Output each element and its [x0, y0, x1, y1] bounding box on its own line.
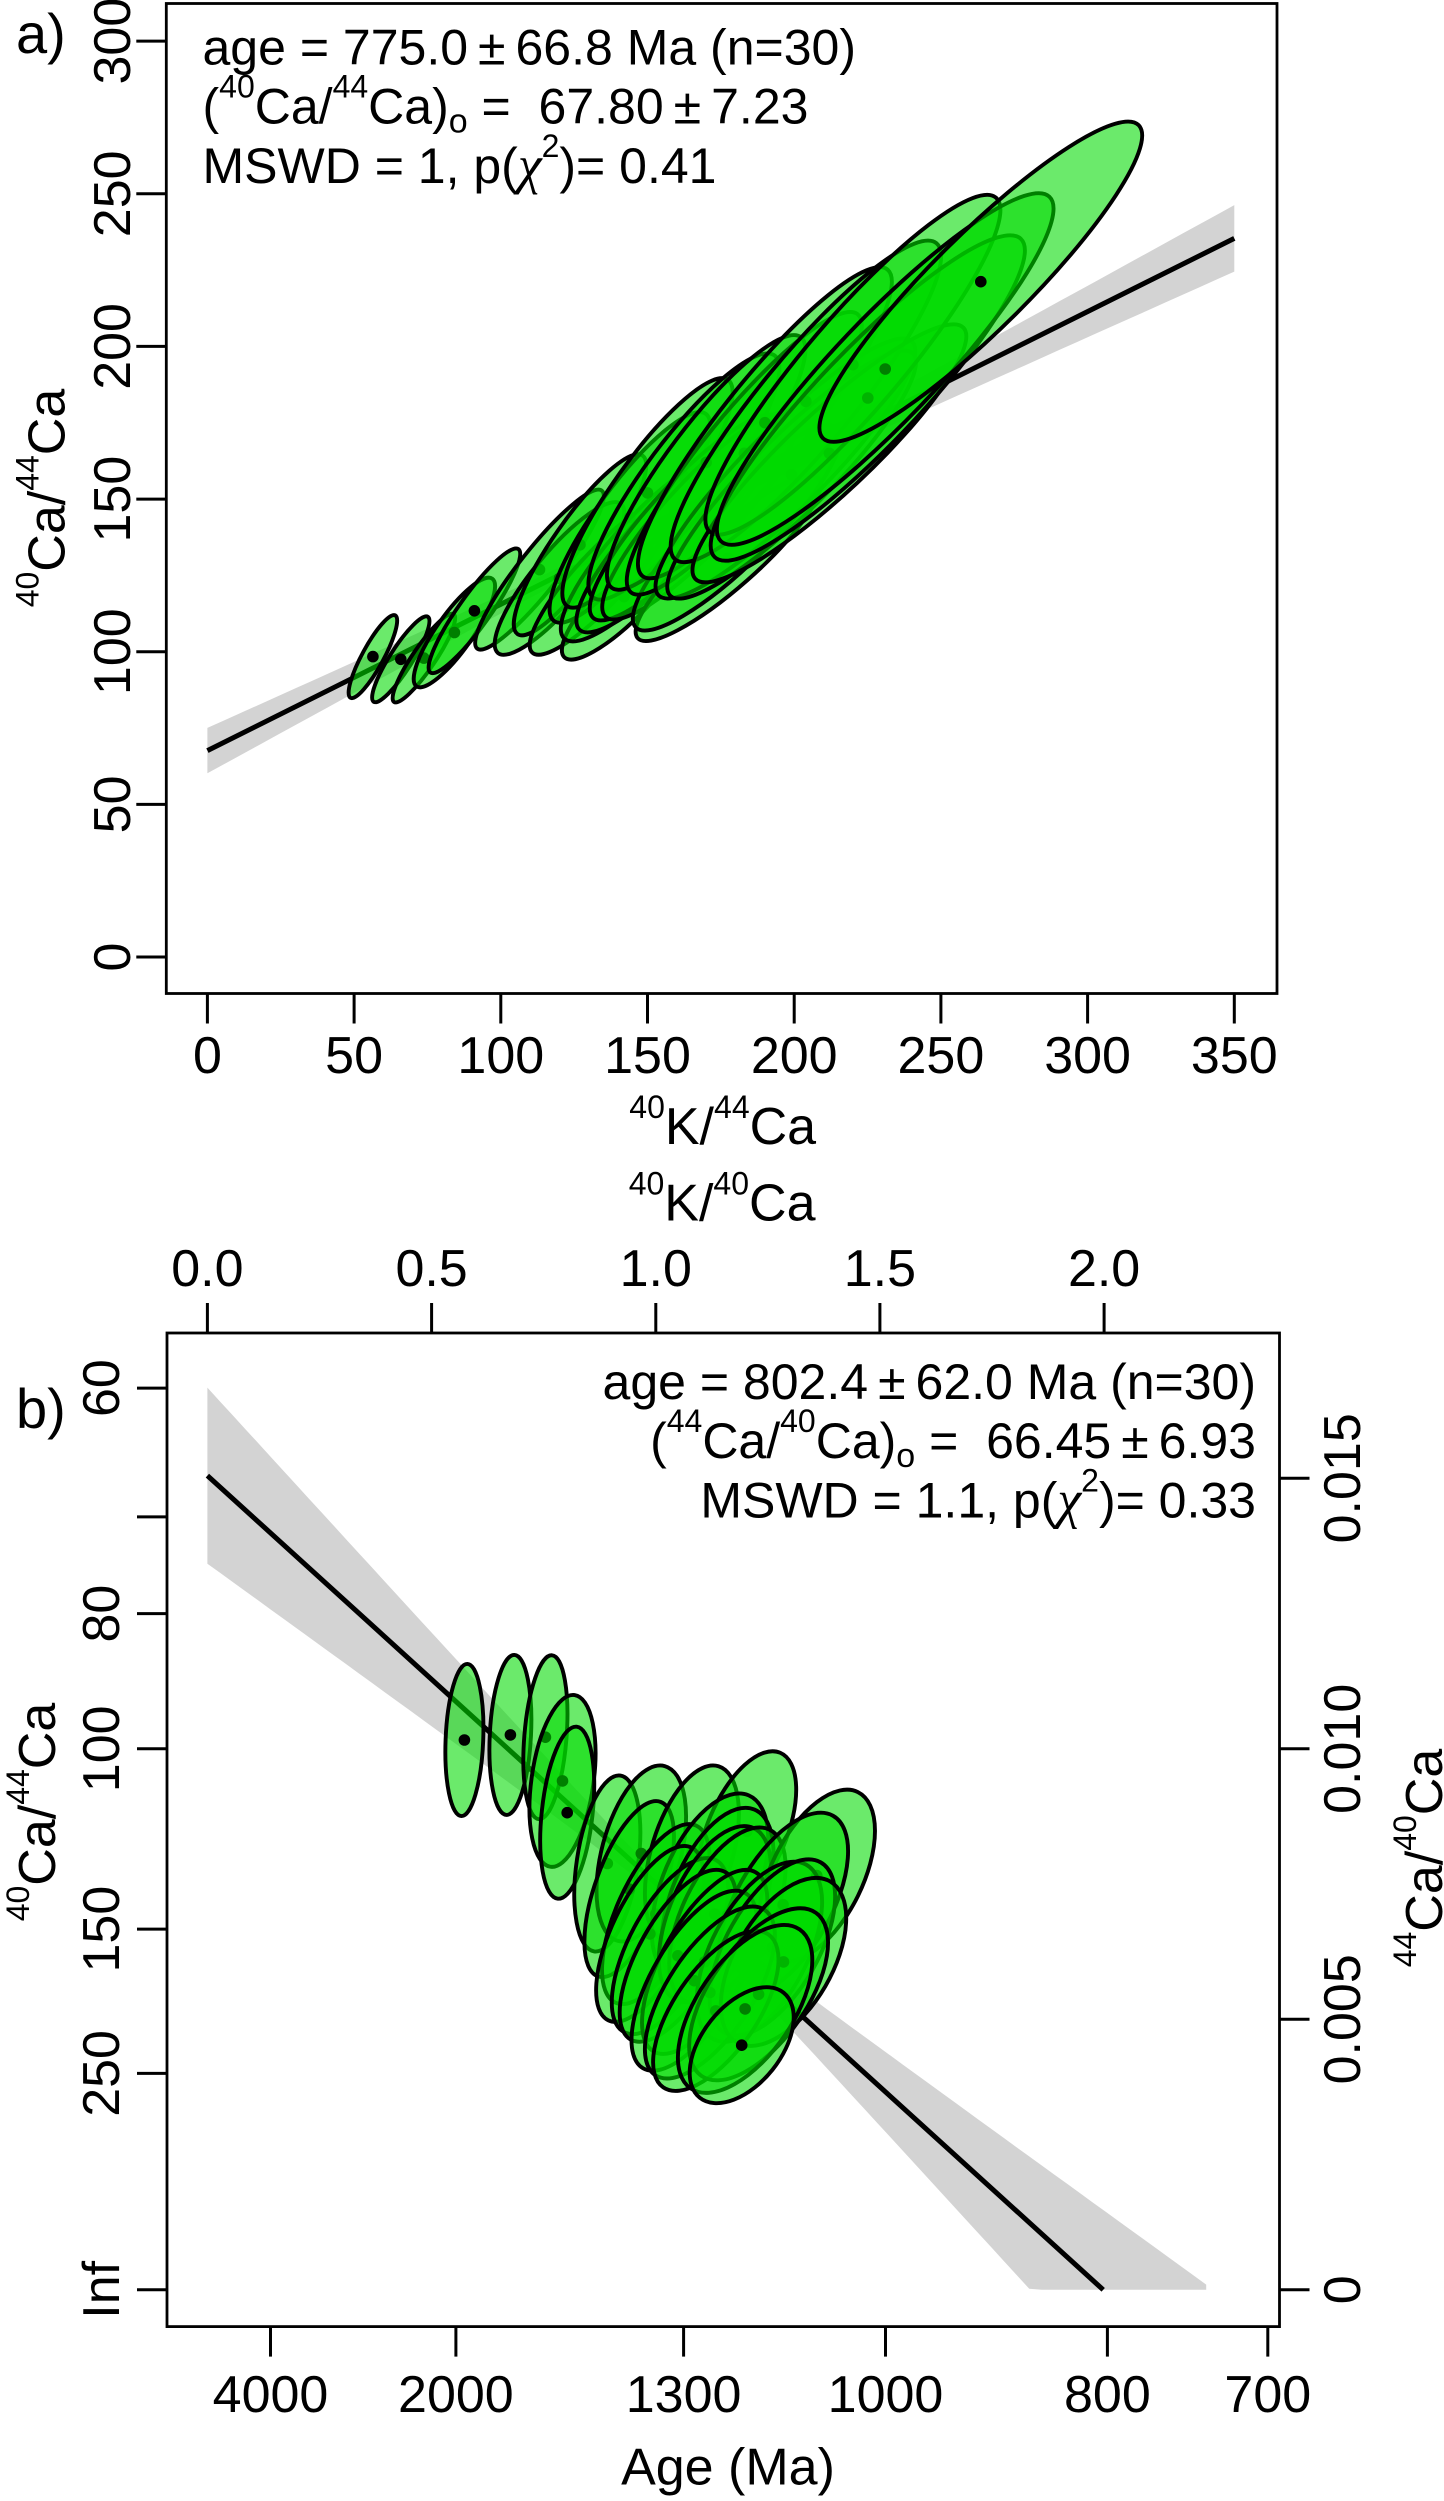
svg-text:age = 775.0 ± 66.8 Ma (n=30): age = 775.0 ± 66.8 Ma (n=30) — [203, 19, 856, 75]
svg-text:(44​Ca/40​Ca)o​ = 66.45 ± 6.9: (44​Ca/40​Ca)o​ = 66.45 ± 6.93 — [650, 1403, 1256, 1475]
svg-text:4000: 4000 — [213, 2366, 329, 2424]
svg-text:MSWD = 1, p(χ2​)= 0.41: MSWD = 1, p(χ2​)= 0.41 — [203, 128, 717, 195]
svg-text:60: 60 — [73, 1359, 131, 1417]
svg-text:0: 0 — [84, 943, 142, 972]
svg-text:0: 0 — [193, 1027, 222, 1085]
svg-text:100: 100 — [84, 608, 142, 695]
svg-text:40​K/44​Ca: 40​K/44​Ca — [629, 1089, 816, 1156]
svg-text:0.0: 0.0 — [171, 1240, 243, 1298]
svg-text:300: 300 — [84, 0, 142, 84]
svg-text:40​Ca/44​Ca: 40​Ca/44​Ca — [0, 1703, 67, 1922]
svg-text:150: 150 — [73, 1886, 131, 1973]
svg-text:1.5: 1.5 — [844, 1240, 916, 1298]
svg-text:0.005: 0.005 — [1314, 1954, 1372, 2084]
svg-text:age = 802.4 ± 62.0 Ma (n=30): age = 802.4 ± 62.0 Ma (n=30) — [603, 1354, 1256, 1410]
svg-text:40​Ca/44​Ca: 40​Ca/44​Ca — [10, 389, 77, 608]
svg-text:300: 300 — [1044, 1027, 1131, 1085]
svg-text:350: 350 — [1191, 1027, 1278, 1085]
svg-text:50: 50 — [325, 1027, 383, 1085]
svg-text:1000: 1000 — [828, 2366, 944, 2424]
svg-text:(40​Ca/44​Ca)o​ = 67.80 ± 7.2: (40​Ca/44​Ca)o​ = 67.80 ± 7.23 — [203, 69, 809, 141]
svg-text:40​K/40​Ca: 40​K/40​Ca — [629, 1166, 816, 1233]
svg-text:0: 0 — [1314, 2275, 1372, 2304]
svg-text:150: 150 — [604, 1027, 691, 1085]
svg-text:800: 800 — [1064, 2366, 1151, 2424]
svg-text:0.015: 0.015 — [1314, 1413, 1372, 1543]
svg-text:250: 250 — [84, 150, 142, 237]
svg-text:Inf: Inf — [73, 2260, 131, 2318]
svg-text:2.0: 2.0 — [1068, 1240, 1140, 1298]
svg-text:1300: 1300 — [626, 2366, 742, 2424]
svg-text:0.010: 0.010 — [1314, 1684, 1372, 1814]
svg-text:700: 700 — [1224, 2366, 1311, 2424]
svg-text:250: 250 — [73, 2030, 131, 2117]
svg-text:100: 100 — [457, 1027, 544, 1085]
svg-text:Age (Ma): Age (Ma) — [621, 2439, 835, 2497]
svg-text:80: 80 — [73, 1585, 131, 1643]
svg-text:1.0: 1.0 — [620, 1240, 692, 1298]
svg-text:2000: 2000 — [398, 2366, 514, 2424]
svg-text:200: 200 — [84, 303, 142, 390]
svg-text:250: 250 — [898, 1027, 985, 1085]
svg-text:MSWD = 1.1, p(χ2​)= 0.33: MSWD = 1.1, p(χ2​)= 0.33 — [700, 1463, 1256, 1530]
svg-text:100: 100 — [73, 1705, 131, 1792]
svg-text:0.5: 0.5 — [395, 1240, 467, 1298]
svg-text:50: 50 — [84, 775, 142, 833]
svg-text:a): a) — [16, 2, 66, 65]
svg-text:b): b) — [16, 1377, 66, 1440]
svg-text:200: 200 — [751, 1027, 838, 1085]
svg-text:150: 150 — [84, 456, 142, 543]
svg-text:44​Ca/40​Ca: 44​Ca/40​Ca — [1387, 1749, 1444, 1968]
